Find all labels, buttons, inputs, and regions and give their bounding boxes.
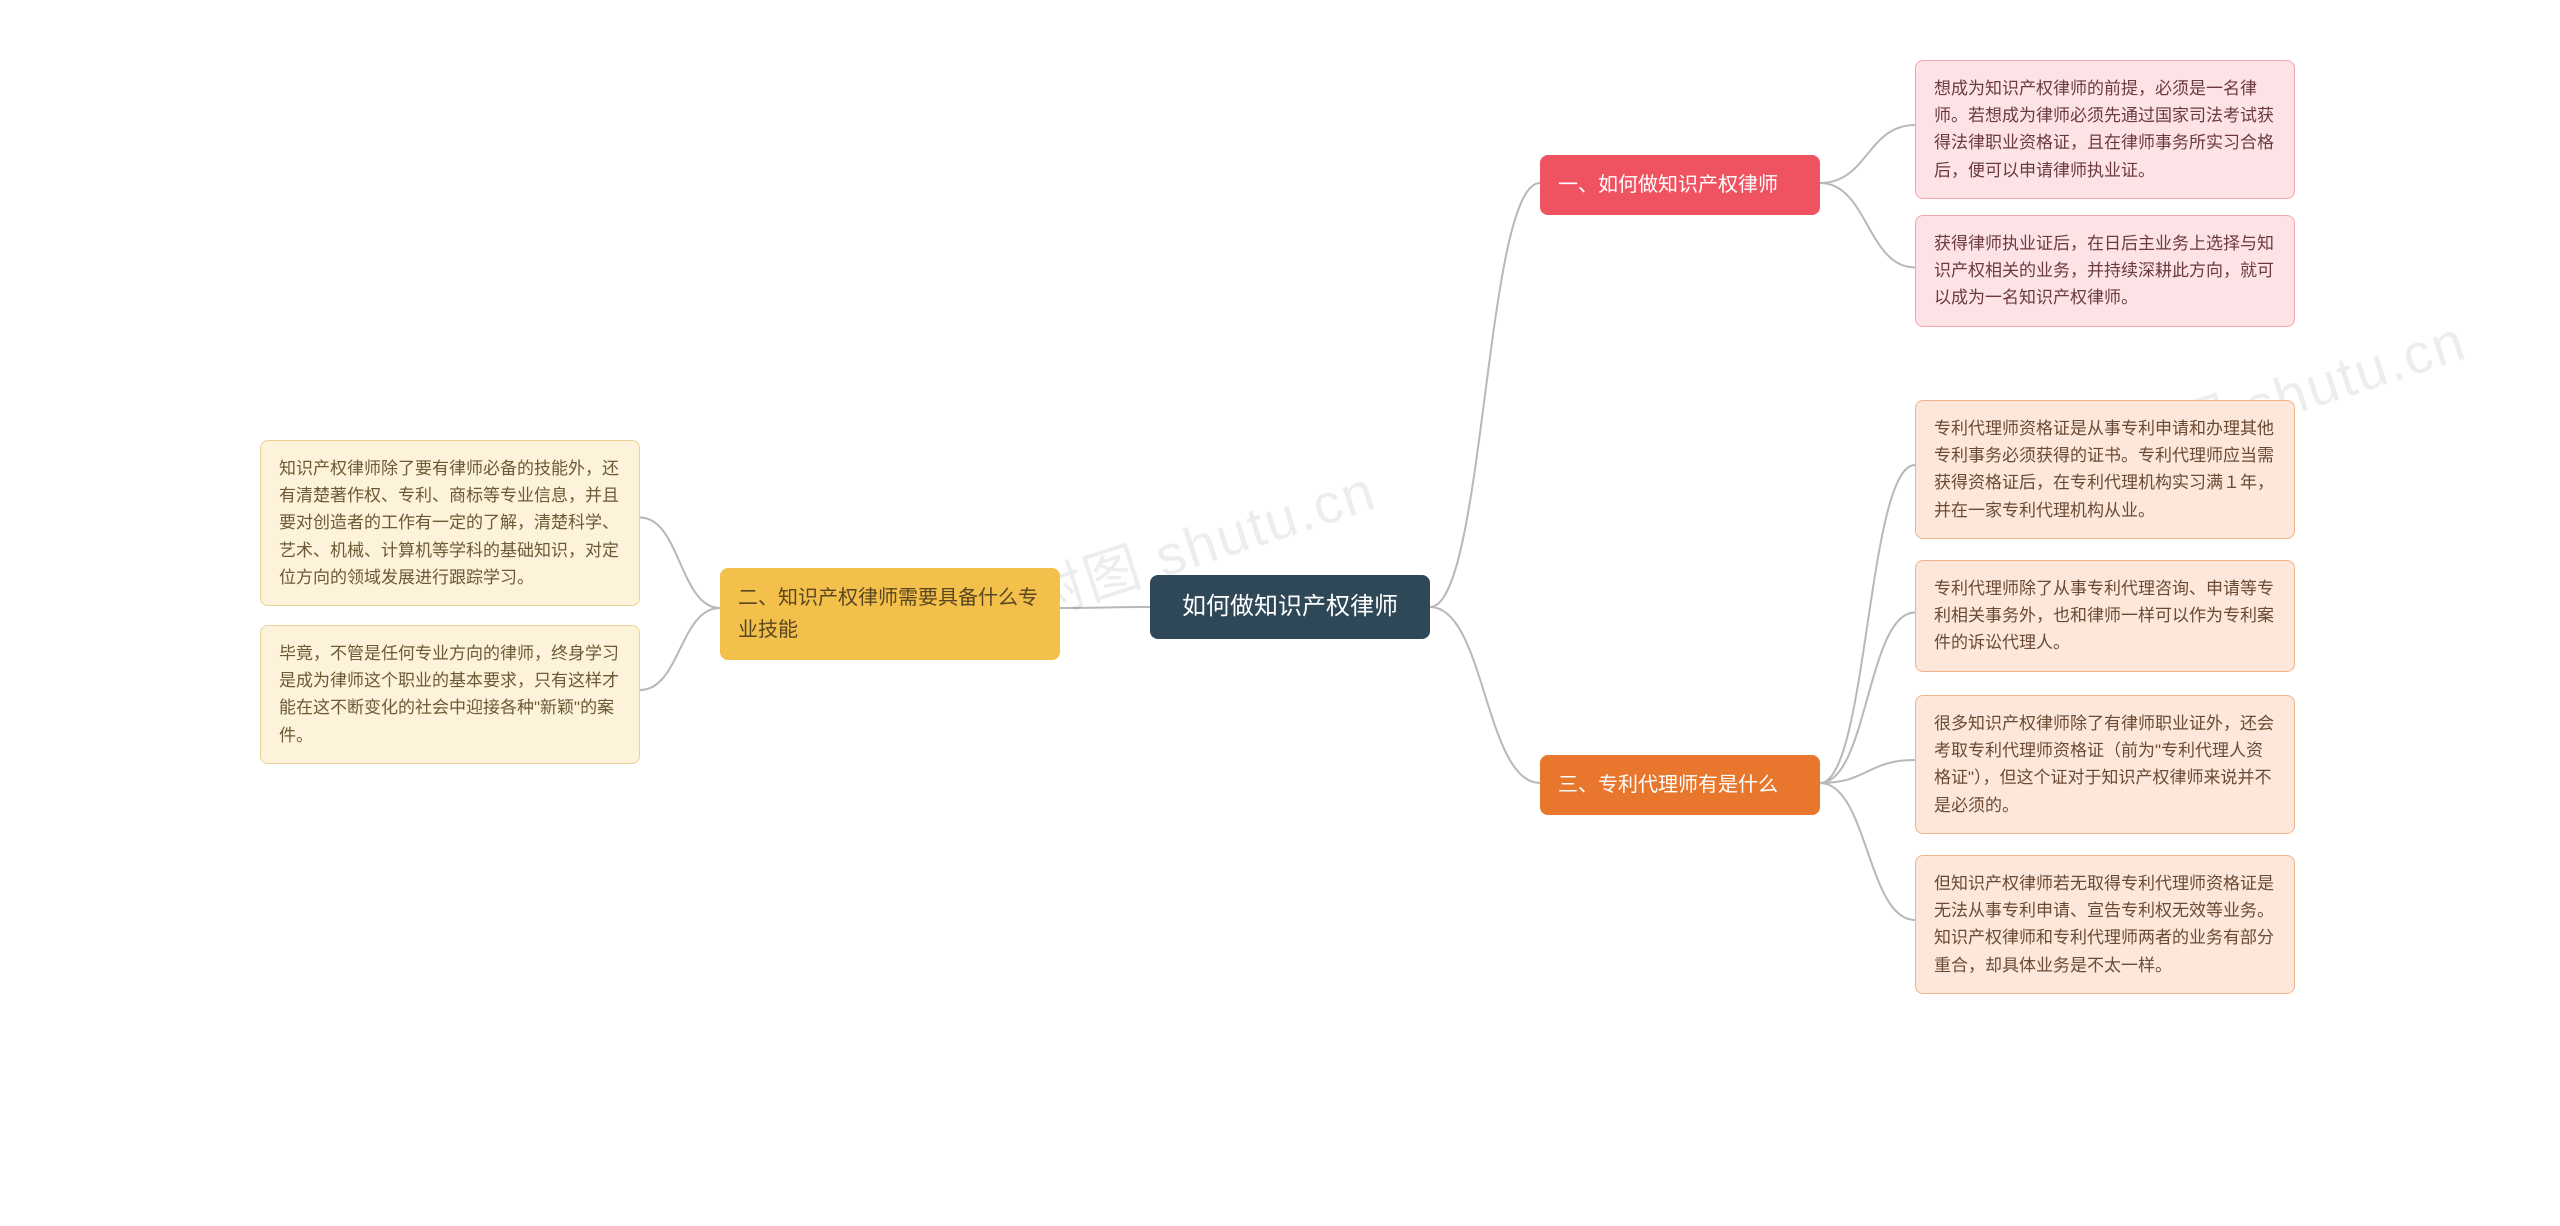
branch-3-leaf-3: 但知识产权律师若无取得专利代理师资格证是无法从事专利申请、宣告专利权无效等业务。… bbox=[1915, 855, 2295, 994]
branch-1-leaf-0: 想成为知识产权律师的前提，必须是一名律师。若想成为律师必须先通过国家司法考试获得… bbox=[1915, 60, 2295, 199]
branch-3: 三、专利代理师有是什么 bbox=[1540, 755, 1820, 815]
branch-2-leaf-0: 知识产权律师除了要有律师必备的技能外，还有清楚著作权、专利、商标等专业信息，并且… bbox=[260, 440, 640, 606]
branch-1: 一、如何做知识产权律师 bbox=[1540, 155, 1820, 215]
branch-3-leaf-0: 专利代理师资格证是从事专利申请和办理其他专利事务必须获得的证书。专利代理师应当需… bbox=[1915, 400, 2295, 539]
branch-2-leaf-1: 毕竟，不管是任何专业方向的律师，终身学习是成为律师这个职业的基本要求，只有这样才… bbox=[260, 625, 640, 764]
branch-3-leaf-2: 很多知识产权律师除了有律师职业证外，还会考取专利代理师资格证（前为"专利代理人资… bbox=[1915, 695, 2295, 834]
root-node: 如何做知识产权律师 bbox=[1150, 575, 1430, 639]
branch-3-leaf-1: 专利代理师除了从事专利代理咨询、申请等专利相关事务外，也和律师一样可以作为专利案… bbox=[1915, 560, 2295, 672]
branch-1-leaf-1: 获得律师执业证后，在日后主业务上选择与知识产权相关的业务，并持续深耕此方向，就可… bbox=[1915, 215, 2295, 327]
branch-2: 二、知识产权律师需要具备什么专业技能 bbox=[720, 568, 1060, 660]
